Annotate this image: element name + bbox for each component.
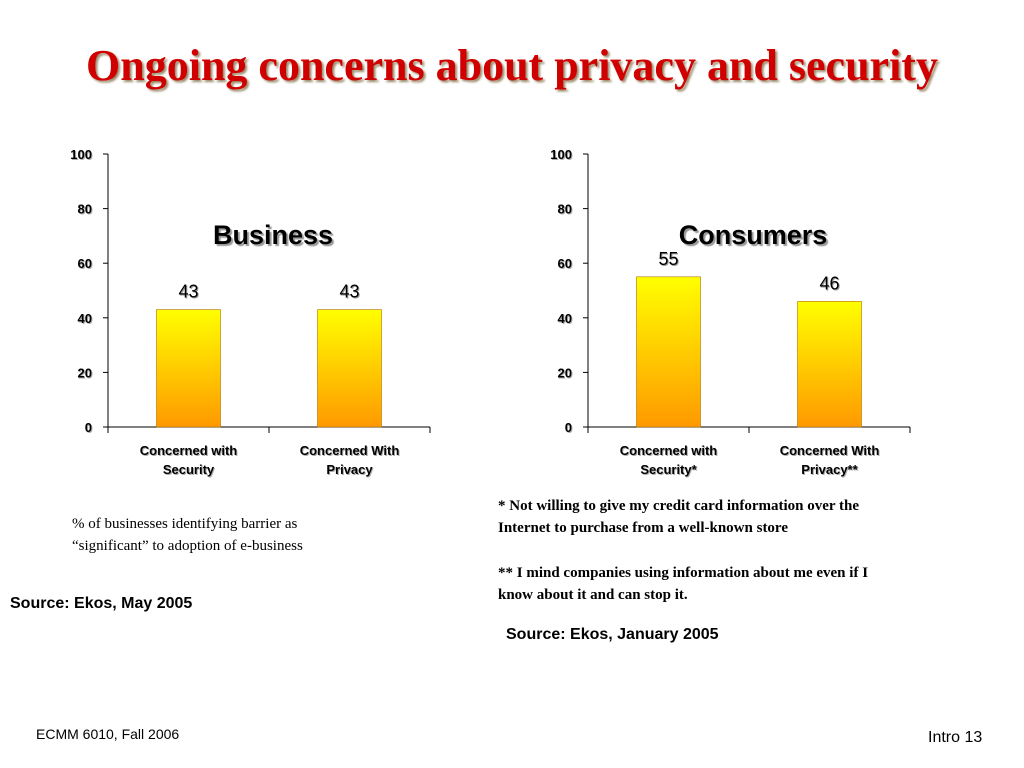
x-category-label: Concerned With Privacy** [780,443,880,477]
business-caption: % of businesses identifying barrier as “… [72,513,303,557]
business-source: Source: Ekos, May 2005 [10,595,193,612]
y-tick-label: 100 [70,147,92,162]
x-category-label-line: Privacy [326,462,373,477]
footnote-line-2: Internet to purchase from a well-known s… [498,520,788,536]
x-category-label-line: Concerned With [780,443,880,458]
x-category-label-line: Concerned with [620,443,718,458]
y-tick-label: 40 [558,311,572,326]
x-category-label: Concerned with Security* [620,443,718,477]
course-footer: ECMM 6010, Fall 2006 [36,726,180,742]
slide-number: Intro 13 [928,729,983,746]
slide-title: Ongoing concerns about privacy and secur… [86,41,938,90]
x-category-label: Concerned with Security [140,443,238,477]
data-label: 55 [658,249,678,269]
privacy-footnote: ** I mind companies using information ab… [498,562,868,606]
x-category-label-line: Security* [640,462,697,477]
x-category-label-line: Concerned With [300,443,400,458]
y-tick-label: 20 [78,365,92,380]
y-tick-label: 100 [550,147,572,162]
x-category-label-line: Privacy** [801,462,858,477]
bar [636,276,701,428]
bar [797,301,862,428]
consumers-source: Source: Ekos, January 2005 [506,626,719,643]
data-label: 43 [339,282,359,302]
footnote-line-1: * Not willing to give my credit card inf… [498,498,860,514]
consumers-bar-chart: 0 20 40 60 80 100 55 Concerned with Security* 46 C… [550,147,911,477]
x-category-label: Concerned With Privacy [300,443,400,477]
y-tick-label: 0 [85,420,92,435]
y-tick-label: 40 [78,311,92,326]
y-tick-label: 80 [558,202,572,217]
business-bar-chart: 0 20 40 60 80 100 43 Concerned with Security 43 Co… [70,147,431,477]
x-category-label-line: Concerned with [140,443,238,458]
y-tick-label: 60 [78,256,92,271]
y-tick-label: 0 [565,420,572,435]
data-label: 46 [819,273,839,293]
footnote-line-1: ** I mind companies using information ab… [498,565,869,581]
caption-line-2: “significant” to adoption of e-business [72,538,303,554]
y-tick-label: 20 [558,365,572,380]
caption-line-1: % of businesses identifying barrier as [72,516,298,532]
chart-title: Consumers [679,220,828,250]
chart-title: Business [213,220,333,250]
bar [156,309,221,428]
x-category-label-line: Security [163,462,215,477]
security-footnote: * Not willing to give my credit card inf… [498,495,859,539]
footnote-line-2: know about it and can stop it. [498,587,688,603]
y-tick-label: 80 [78,202,92,217]
data-label: 43 [178,282,198,302]
bar [317,309,382,428]
y-tick-label: 60 [558,256,572,271]
